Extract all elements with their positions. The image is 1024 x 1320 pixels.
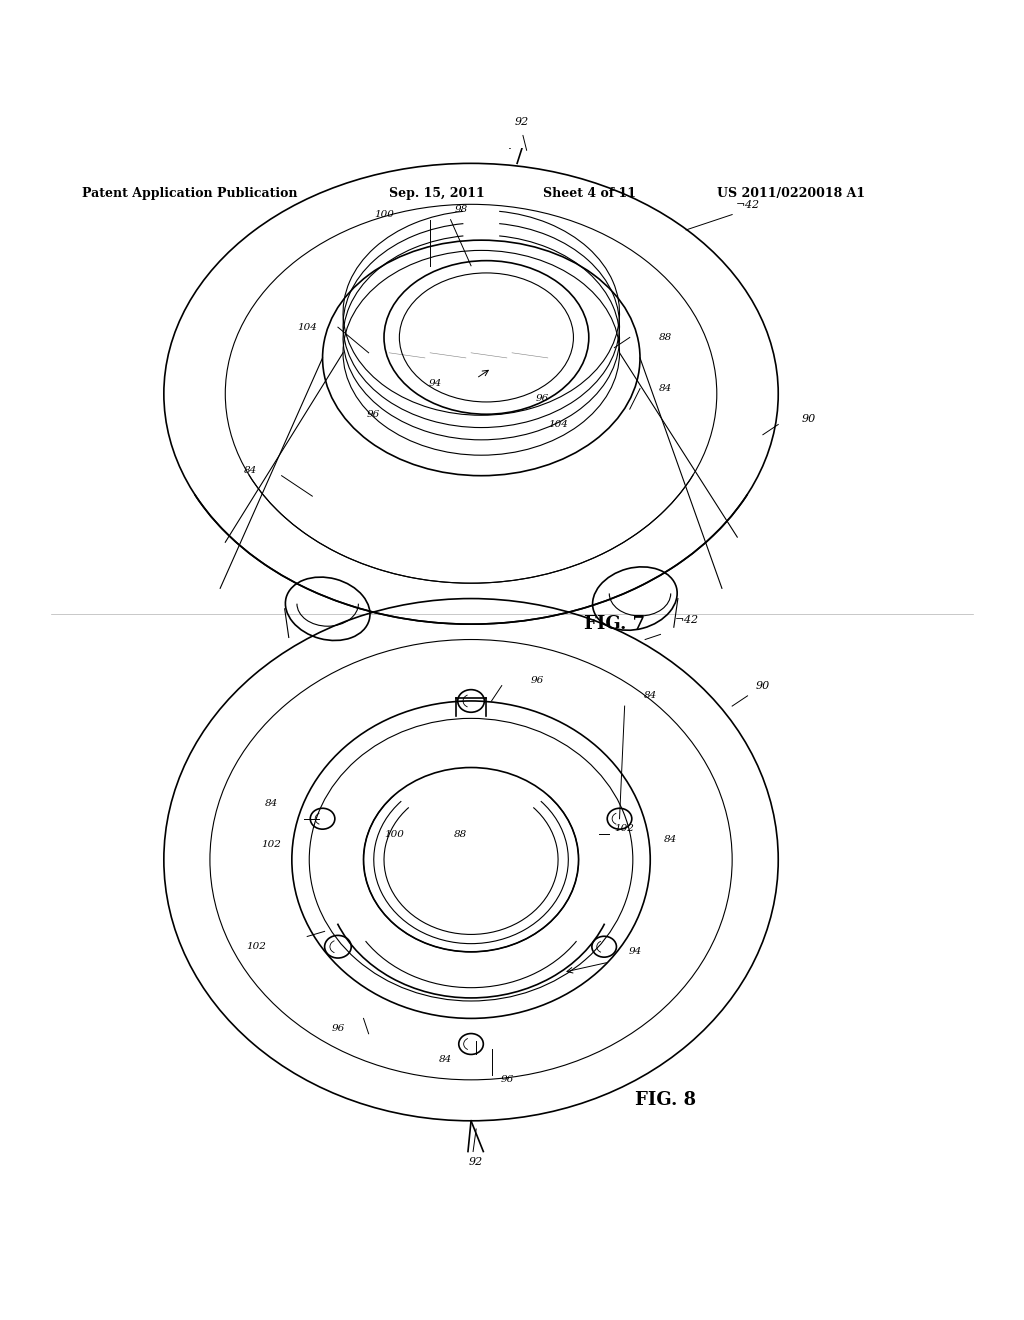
Text: 84: 84 xyxy=(439,1055,452,1064)
Text: 96: 96 xyxy=(368,409,380,418)
Text: $\neg$42: $\neg$42 xyxy=(674,612,698,626)
Text: 90: 90 xyxy=(756,681,770,690)
Text: 88: 88 xyxy=(659,333,672,342)
Text: 84: 84 xyxy=(659,384,672,393)
Text: Sep. 15, 2011: Sep. 15, 2011 xyxy=(389,187,485,199)
Text: 94: 94 xyxy=(429,379,441,388)
Text: Patent Application Publication: Patent Application Publication xyxy=(82,187,297,199)
Text: 84: 84 xyxy=(644,692,656,701)
Text: 84: 84 xyxy=(245,466,257,475)
Text: 90: 90 xyxy=(802,414,816,424)
Text: 88: 88 xyxy=(455,829,467,838)
Text: 96: 96 xyxy=(501,1076,513,1084)
Text: FIG. 7: FIG. 7 xyxy=(584,615,645,634)
Text: 102: 102 xyxy=(614,825,635,833)
Text: 104: 104 xyxy=(548,420,568,429)
Text: 96: 96 xyxy=(531,676,544,685)
Text: 94: 94 xyxy=(629,948,641,956)
Text: 92: 92 xyxy=(469,1156,483,1167)
Text: 100: 100 xyxy=(384,829,404,838)
Text: Sheet 4 of 11: Sheet 4 of 11 xyxy=(543,187,636,199)
Text: 96: 96 xyxy=(537,395,549,404)
Text: 84: 84 xyxy=(265,799,278,808)
Text: 96: 96 xyxy=(332,1024,344,1034)
Text: 102: 102 xyxy=(246,942,266,952)
Text: FIG. 8: FIG. 8 xyxy=(635,1092,696,1109)
Text: 98: 98 xyxy=(455,205,467,214)
Text: 102: 102 xyxy=(261,840,282,849)
Text: 84: 84 xyxy=(665,834,677,843)
Text: 100: 100 xyxy=(374,210,394,219)
Text: US 2011/0220018 A1: US 2011/0220018 A1 xyxy=(717,187,865,199)
Text: 92: 92 xyxy=(515,117,529,128)
Text: 104: 104 xyxy=(297,322,317,331)
Text: $\neg$42: $\neg$42 xyxy=(735,198,760,210)
